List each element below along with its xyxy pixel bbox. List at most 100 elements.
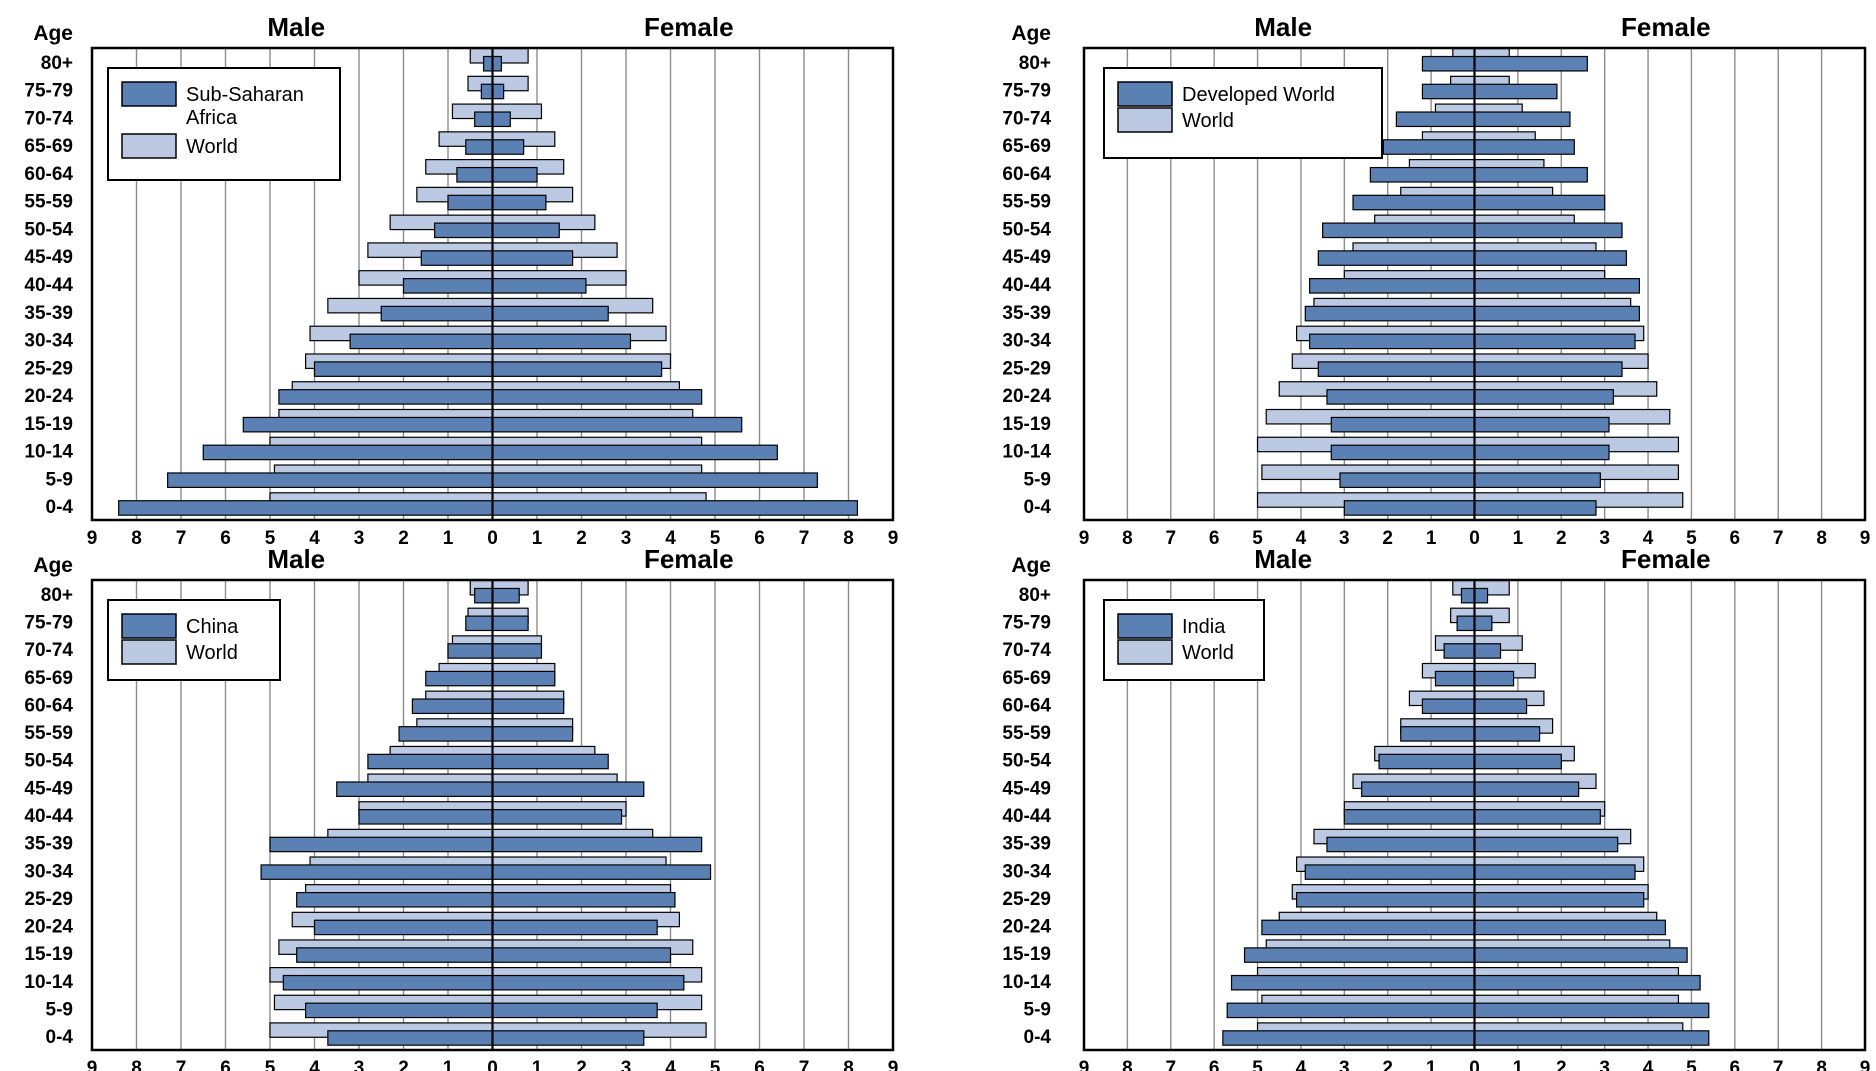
age-label-60-64: 60-64 (1002, 164, 1051, 185)
age-label-60-64: 60-64 (24, 164, 73, 185)
female-header: Female (644, 12, 734, 42)
bar-region-male-80+ (483, 55, 494, 72)
legend-swatch-region (1117, 81, 1173, 107)
bar-region-female-55-59 (491, 726, 574, 742)
legend-label-region: India (1182, 616, 1226, 638)
x-tick-label: 3 (1339, 1058, 1350, 1071)
bar-region-male-5-9 (1339, 472, 1476, 489)
bar-region-female-50-54 (1473, 222, 1623, 239)
legend-swatch-region (1117, 613, 1173, 639)
legend: India World (1103, 599, 1265, 681)
bar-region-female-5-9 (491, 472, 818, 489)
bar-region-male-10-14 (1230, 974, 1476, 991)
age-label-5-9: 5-9 (46, 1000, 73, 1021)
bar-region-female-70-74 (1473, 111, 1571, 128)
bar-region-female-75-79 (491, 615, 529, 632)
plot-frame (1082, 46, 1867, 522)
age-axis-label: Age (33, 22, 73, 45)
x-tick-label: 6 (1730, 528, 1741, 549)
age-label-25-29: 25-29 (1002, 889, 1051, 910)
legend: China World (107, 599, 281, 681)
age-label-5-9: 5-9 (1024, 1000, 1051, 1021)
x-tick-labels: 9 8 7 6 5 4 3 2 1 0 1 2 3 4 5 6 7 8 9 (87, 528, 899, 549)
legend-swatch-world (1117, 107, 1173, 133)
male-header: Male (1254, 12, 1312, 42)
bar-region-female-60-64 (1473, 698, 1528, 715)
bar-region-male-15-19 (242, 416, 494, 433)
bar-region-male-75-79 (1421, 83, 1476, 100)
legend-swatch-region (121, 81, 177, 107)
x-tick-label: 6 (220, 528, 231, 549)
bar-region-male-80+ (1460, 587, 1476, 604)
bar-region-male-5-9 (1226, 1002, 1476, 1019)
bar-region-male-80+ (1421, 55, 1476, 72)
bar-region-male-65-69 (465, 139, 494, 155)
legend: Developed World World (1103, 67, 1383, 159)
x-tick-label: 2 (1556, 1058, 1567, 1071)
bar-region-female-70-74 (491, 643, 543, 659)
legend-swatch-region (121, 613, 177, 639)
x-tick-label: 5 (1252, 528, 1263, 549)
x-tick-label: 3 (354, 1058, 365, 1071)
bar-region-female-40-44 (491, 809, 623, 825)
x-tick-label: 1 (1513, 1058, 1524, 1071)
x-tick-label: 2 (576, 1058, 587, 1071)
pyramid-panel-3: Male Female Age 80+ 75-79 70-74 65-69 60-64 55-5… (24, 544, 898, 1071)
bar-region-male-45-49 (420, 250, 494, 266)
bar-region-female-35-39 (1473, 836, 1619, 853)
x-tick-label: 7 (176, 528, 187, 549)
age-label-45-49: 45-49 (1002, 778, 1051, 799)
bar-region-male-60-64 (1421, 698, 1476, 715)
bar-region-female-65-69 (491, 139, 525, 155)
x-tick-label: 2 (1382, 528, 1393, 549)
x-tick-label: 6 (1209, 528, 1220, 549)
bar-region-male-45-49 (1361, 781, 1476, 797)
bar-region-female-80+ (1473, 587, 1489, 604)
age-label-40-44: 40-44 (24, 806, 73, 827)
bar-region-male-35-39 (1304, 305, 1476, 322)
x-tick-label: 7 (176, 1058, 187, 1071)
age-label-40-44: 40-44 (24, 275, 73, 296)
age-label-45-49: 45-49 (1002, 247, 1051, 268)
x-tick-label: 5 (1252, 1058, 1263, 1071)
age-label-60-64: 60-64 (1002, 695, 1051, 716)
male-header: Male (1254, 544, 1312, 574)
x-tick-label: 8 (843, 1058, 854, 1071)
age-label-50-54: 50-54 (24, 751, 73, 772)
bar-region-female-10-14 (491, 444, 778, 461)
bar-region-male-55-59 (398, 726, 494, 742)
x-tick-label: 7 (799, 1058, 810, 1071)
x-tick-label: 9 (1860, 1058, 1871, 1071)
bar-region-female-20-24 (1473, 389, 1614, 405)
age-label-50-54: 50-54 (1002, 751, 1051, 772)
x-tick-label: 1 (443, 528, 454, 549)
bar-region-male-40-44 (402, 278, 494, 294)
x-tick-label: 2 (398, 528, 409, 549)
bar-region-female-10-14 (491, 974, 685, 991)
age-label-10-14: 10-14 (24, 442, 73, 463)
age-labels: 80+ 75-79 70-74 65-69 60-64 55-59 50-54 45-49 40… (24, 53, 73, 518)
bar-region-male-70-74 (447, 643, 494, 659)
x-tick-label: 3 (621, 1058, 632, 1071)
bar-region-female-80+ (491, 587, 520, 604)
bar-region-female-45-49 (491, 781, 645, 797)
age-label-25-29: 25-29 (24, 889, 73, 910)
x-tick-label: 1 (532, 528, 543, 549)
bar-region-male-60-64 (1369, 166, 1476, 183)
bar-region-female-40-44 (1473, 809, 1601, 825)
bar-region-male-20-24 (278, 389, 494, 405)
x-tick-labels: 9 8 7 6 5 4 3 2 1 0 1 2 3 4 5 6 7 8 9 (1079, 1058, 1871, 1071)
bar-region-female-30-34 (1473, 333, 1636, 350)
age-label-35-39: 35-39 (24, 834, 73, 855)
bar-region-male-0-4 (1222, 1030, 1476, 1046)
x-tick-label: 7 (1773, 528, 1784, 549)
x-tick-label: 9 (1079, 528, 1090, 549)
legend-swatch-world (1117, 639, 1173, 665)
x-tick-label: 0 (487, 528, 498, 549)
age-label-30-34: 30-34 (24, 331, 73, 352)
bar-region-female-10-14 (1473, 974, 1701, 991)
bar-region-male-35-39 (269, 836, 494, 853)
age-axis-label: Age (1011, 22, 1051, 45)
